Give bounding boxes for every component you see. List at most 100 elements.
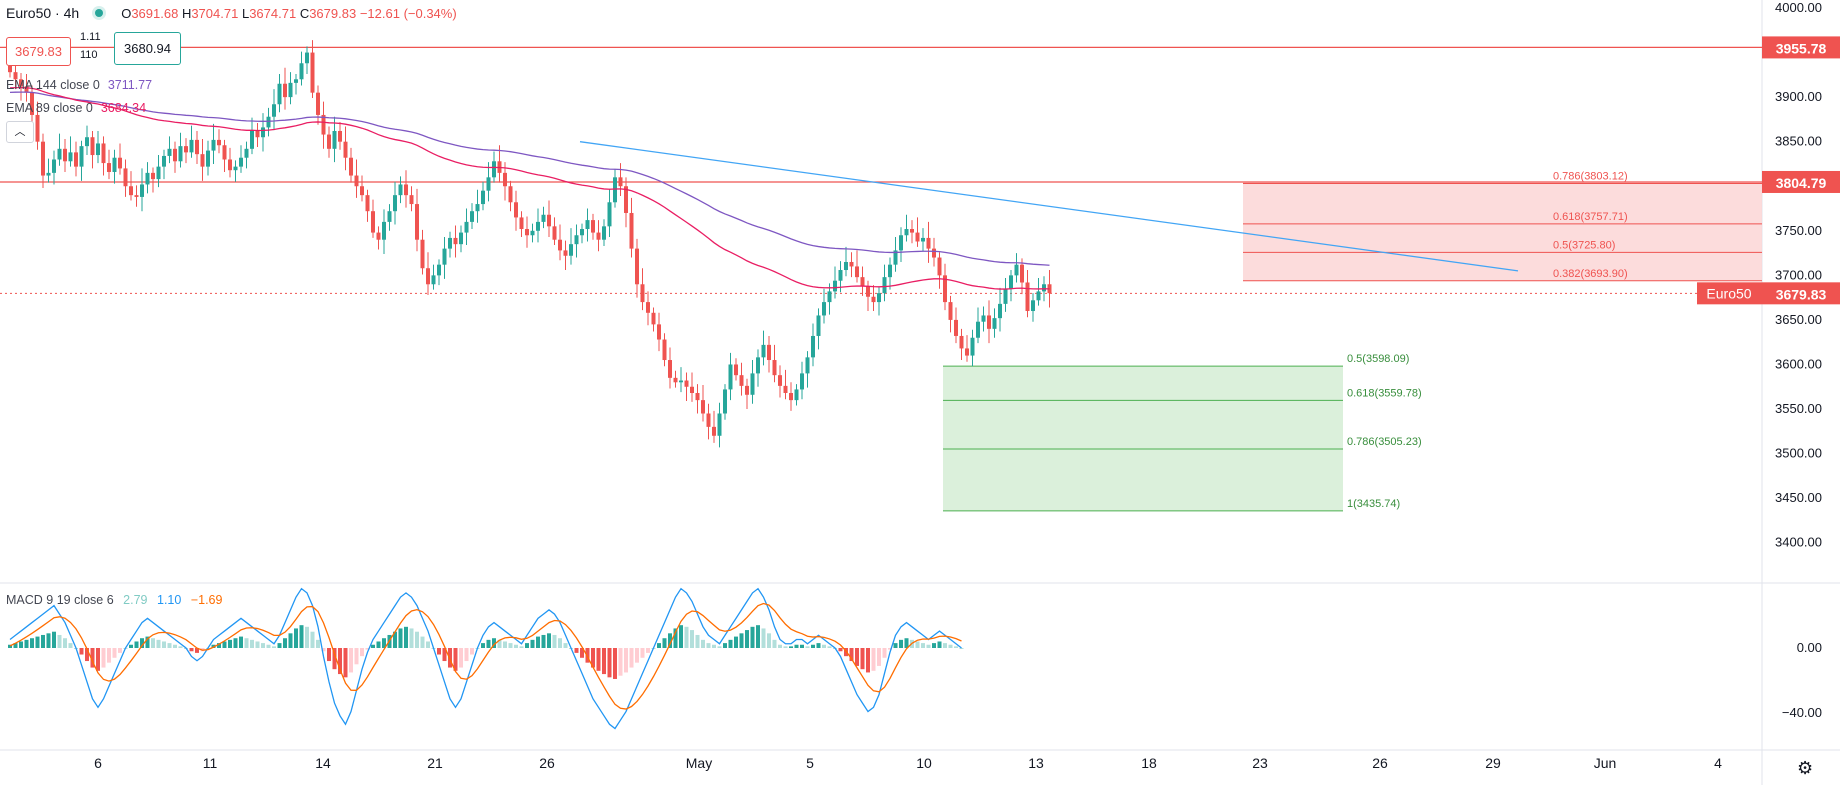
macd-hist-bar [805, 646, 810, 648]
open-label: O [121, 5, 132, 21]
candle-body [915, 232, 920, 242]
candle-body [574, 235, 579, 245]
fib-lower-label: 0.786(3505.23) [1347, 436, 1422, 448]
spread-value: 1.11 [80, 31, 101, 43]
candle-body [393, 195, 397, 212]
candle-body [712, 426, 716, 436]
buy-button[interactable]: 3680.94 [114, 32, 181, 65]
candle-body [613, 177, 617, 203]
macd-hist-bar [294, 628, 298, 648]
macd-hist-bar [189, 648, 194, 652]
symbol-label: Euro50 [6, 5, 52, 21]
indicator-ema89[interactable]: EMA 89 close 0 3684.34 [6, 101, 146, 115]
macd-legend[interactable]: MACD 9 19 close 6 2.79 1.10 −1.69 [6, 593, 222, 607]
macd-hist-bar [750, 626, 755, 648]
candle-body [398, 184, 403, 196]
chevron-up-icon[interactable]: ︿ [6, 121, 34, 143]
price-tick-label: 3650.00 [1775, 312, 1822, 327]
candle-body [706, 413, 711, 427]
macd-hist-bar [437, 648, 441, 655]
time-tick-label: 14 [315, 755, 331, 771]
macd-hist-bar [948, 644, 953, 648]
candle-body [167, 148, 172, 156]
time-tick-label: 6 [94, 755, 102, 771]
candle-body [926, 237, 931, 249]
candle-body [514, 202, 518, 218]
sell-button[interactable]: 3679.83 [6, 37, 71, 66]
macd-hist-bar [849, 648, 854, 662]
macd-hist-bar [547, 633, 551, 648]
candle-body [459, 232, 463, 245]
macd-hist-bar [646, 648, 650, 653]
macd-hist-bar [888, 648, 892, 650]
macd-hist-bar [266, 644, 271, 648]
macd-hist-bar [464, 648, 469, 662]
macd-hist-bar [838, 648, 843, 652]
candle-body [1042, 284, 1046, 292]
macd-hist-bar [943, 643, 947, 648]
candle-body [266, 116, 271, 128]
macd-signal-line [9, 602, 962, 710]
macd-hist-bar [591, 648, 595, 668]
candle-body [195, 139, 199, 155]
macd-hist-bar [338, 648, 342, 675]
candle-body [794, 389, 799, 401]
candle-body [805, 357, 810, 374]
candle-body [893, 250, 898, 265]
price-label-bg [1762, 36, 1840, 59]
macd-hist-bar [932, 643, 936, 648]
macd-hist-bar [541, 634, 546, 648]
candle-body [596, 232, 601, 240]
fib-upper-zone [1243, 181, 1762, 281]
macd-hist-bar [52, 631, 56, 648]
time-tick-label: 18 [1141, 755, 1157, 771]
high-label: H [181, 5, 192, 21]
candle-body [112, 157, 117, 172]
candle-body [107, 163, 111, 172]
candle-body [1031, 300, 1035, 312]
macd-hist-bar [376, 641, 381, 648]
macd-hist-bar [602, 648, 606, 675]
macd-hist-bar [486, 639, 491, 648]
macd-hist-bar [442, 648, 447, 662]
candle-body [882, 277, 887, 294]
close-value: 3679.83 [309, 5, 357, 21]
candle-body [679, 380, 683, 383]
candle-body [96, 143, 100, 156]
candle-body [332, 130, 337, 149]
symbol-name[interactable]: Euro50 · 4h [6, 5, 80, 21]
macd-hist-bar [882, 648, 887, 658]
candle-body [525, 229, 529, 236]
candle-body [541, 214, 546, 222]
macd-hist-bar [717, 646, 722, 648]
candle-body [910, 229, 914, 233]
macd-hist-bar [310, 631, 315, 648]
candle-body [327, 134, 331, 149]
macd-hist-bar [129, 644, 133, 648]
candle-body [816, 315, 821, 336]
macd-tick-label: −40.00 [1782, 705, 1822, 720]
candle-body [129, 186, 133, 196]
symbol-header: Euro50 · 4h O3691.68 H3704.71 L3674.71 C… [6, 5, 457, 21]
macd-hist-bar [30, 638, 34, 648]
macd-hist-bar [921, 643, 925, 648]
macd-hist-bar [580, 648, 584, 658]
indicator-ema144[interactable]: EMA 144 close 0 3711.77 [6, 78, 152, 92]
macd-hist-bar [420, 636, 425, 648]
candle-body [19, 79, 23, 87]
candle-body [970, 337, 975, 356]
candle-body [85, 137, 89, 147]
candle-body [404, 184, 408, 196]
price-tick-label: 3700.00 [1775, 267, 1822, 282]
candle-body [151, 172, 155, 180]
gear-icon[interactable]: ⚙ [1797, 758, 1814, 778]
fib-upper-label: 0.786(3803.12) [1553, 170, 1628, 182]
time-tick-label: May [686, 755, 712, 771]
price-label-bg [1762, 282, 1840, 305]
candle-body [629, 212, 634, 249]
ema144-label: EMA 144 close 0 [6, 78, 100, 92]
ema89-line [9, 86, 1050, 290]
macd-hist-bar [508, 643, 513, 648]
candle-body [283, 83, 287, 98]
